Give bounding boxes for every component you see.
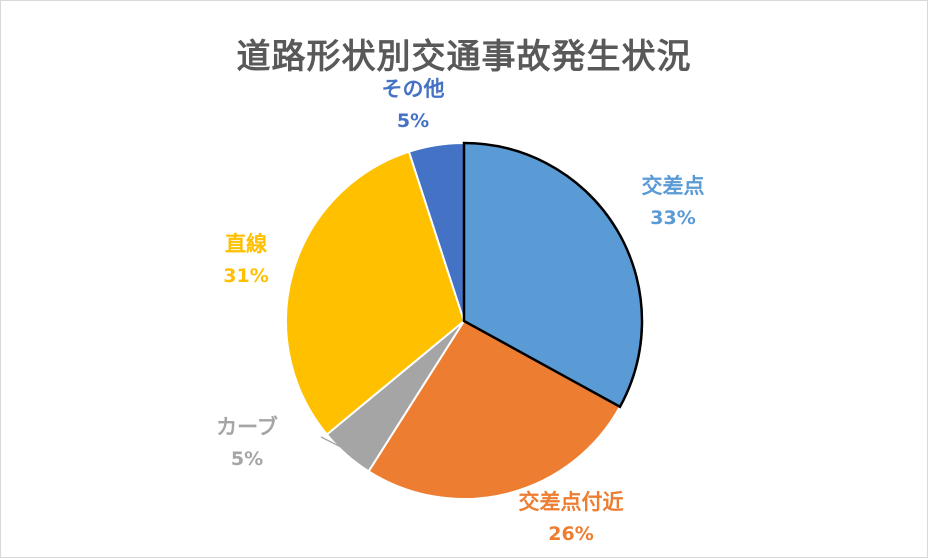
chart-title: 道路形状別交通事故発生状況 <box>236 37 692 77</box>
label-straight-name: 直線 <box>225 232 267 256</box>
label-other: その他 5% <box>363 76 463 134</box>
slice-selection-outline <box>462 141 644 409</box>
label-curve-percent: 5% <box>230 448 264 471</box>
label-curve-name: カーブ <box>216 415 278 439</box>
curve-leader-line <box>320 436 362 463</box>
label-intersection: 交差点 33% <box>613 173 733 231</box>
label-other-percent: 5% <box>396 110 430 133</box>
label-near-intersection-percent: 26% <box>548 523 594 546</box>
label-straight-percent: 31% <box>223 265 269 288</box>
label-curve: カーブ 5% <box>197 414 297 472</box>
label-straight: 直線 31% <box>206 231 286 289</box>
label-near-intersection: 交差点付近 26% <box>496 489 646 547</box>
label-other-name: その他 <box>381 77 445 101</box>
label-near-intersection-name: 交差点付近 <box>518 490 624 514</box>
label-intersection-percent: 33% <box>650 207 696 230</box>
slice-straight <box>285 150 466 436</box>
label-intersection-name: 交差点 <box>641 174 705 198</box>
slice-near-intersection <box>367 319 622 500</box>
